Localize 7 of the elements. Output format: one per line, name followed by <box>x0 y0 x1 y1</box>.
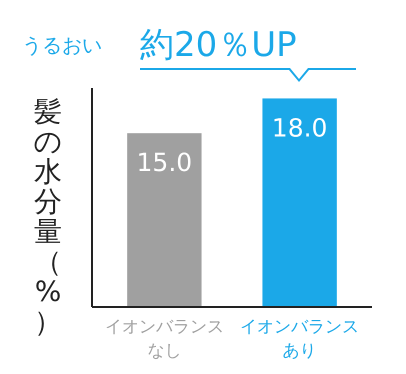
x-tick-label: イオンバランスなし <box>104 317 224 361</box>
x-tick-label: イオンバランスあり <box>240 317 360 361</box>
data-label: 15.0 <box>136 148 192 178</box>
text: 約20％UP <box>140 25 297 65</box>
data-label: 18.0 <box>272 113 328 142</box>
text: うるおい <box>22 33 102 57</box>
y-axis-title: 髪の水分量（%） <box>34 95 62 338</box>
